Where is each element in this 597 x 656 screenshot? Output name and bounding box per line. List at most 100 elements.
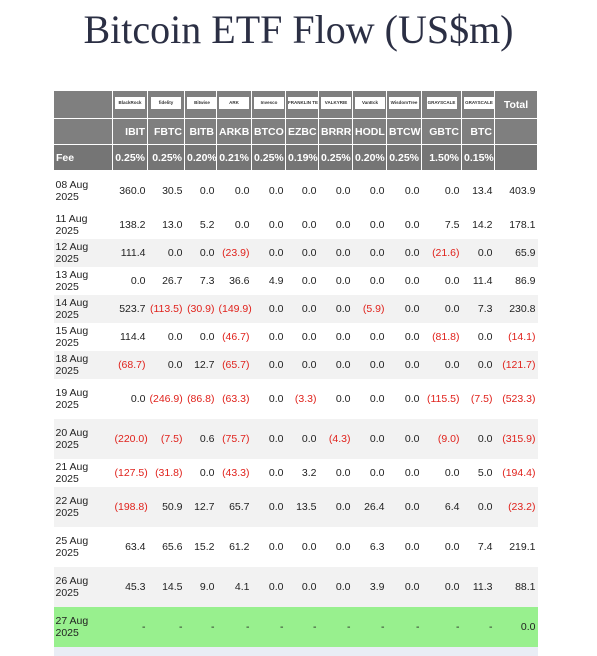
flow-cell: 0.0: [386, 351, 422, 379]
flow-cell: (121.7): [494, 351, 538, 379]
flow-cell: 0.0: [461, 351, 495, 379]
flow-cell: (86.8): [187, 393, 215, 405]
flow-cell: 0.0: [335, 275, 351, 287]
flow-cell: 0.0: [268, 219, 284, 231]
flow-cell: 0.0: [130, 275, 146, 287]
flow-cell: 7.5: [444, 219, 460, 231]
empty-cell: [53, 118, 113, 145]
flow-cell: (315.9): [494, 419, 538, 459]
flow-cell: -: [112, 607, 148, 647]
fee-cell: 0.25%: [251, 144, 286, 171]
flow-cell: 523.7: [112, 295, 148, 323]
flow-cell: 0.0: [268, 541, 284, 553]
issuer-logo: fidelity: [151, 97, 181, 109]
flow-cell: (523.3): [502, 393, 536, 405]
flow-cell: (198.8): [112, 487, 148, 527]
flow-cell: 4.9: [268, 275, 284, 287]
flow-cell: 0.0: [184, 239, 217, 267]
flow-cell: 0.0: [352, 351, 387, 379]
flow-cell: (7.5): [147, 419, 185, 459]
flow-cell: -: [352, 607, 387, 647]
fee-cell: 0.25%: [386, 144, 422, 171]
flow-cell: 65.7: [216, 487, 252, 527]
data-row: 18 Aug 2025 (68.7) 0.0 12.7 (65.7) 0.0 0.0 0.0 0…: [53, 351, 538, 379]
flow-cell: 13.4: [472, 185, 493, 197]
flow-cell: 0.0: [251, 351, 286, 379]
logo-row: BlackRock fidelity Bitwise ARK Invesco FRANKL…: [53, 90, 538, 119]
flow-cell: 0.0: [301, 219, 317, 231]
flow-cell: (149.9): [216, 295, 252, 323]
flow-cell: 0.0: [301, 185, 317, 197]
issuer-logo: WisdomTree: [389, 97, 419, 109]
ticker-cell: FBTC: [147, 118, 185, 145]
flow-cell: -: [147, 607, 185, 647]
flow-cell: 0.0: [421, 567, 462, 607]
ticker-cell: BTCO: [251, 118, 286, 145]
flow-cell: (9.0): [421, 419, 462, 459]
flow-cell: 178.1: [509, 219, 536, 231]
flow-cell: 0.0: [352, 419, 387, 459]
date-cell: 25 Aug 2025: [55, 535, 89, 559]
date-cell: 18 Aug 2025: [53, 351, 113, 379]
flow-cell: 54,084: [494, 647, 538, 656]
flow-cell: 0.0: [369, 185, 385, 197]
flow-cell: 12.7: [184, 351, 217, 379]
flow-cell: 0.0: [369, 393, 385, 405]
flow-cell: 0.0: [444, 185, 460, 197]
fee-cell: 0.15%: [461, 144, 495, 171]
date-cell: 20 Aug 2025: [53, 419, 113, 459]
flow-cell: 14.2: [472, 219, 493, 231]
issuer-logo: VanEck: [355, 97, 385, 109]
flow-cell: 26.4: [352, 487, 387, 527]
flow-cell: 0.0: [369, 275, 385, 287]
empty-cell: [494, 144, 538, 171]
data-row: 21 Aug 2025 (127.5) (31.8) 0.0 (43.3) 0.0 3.2 0…: [54, 459, 538, 487]
issuer-logo: Invesco: [254, 97, 284, 109]
logo-cell: fidelity: [147, 90, 185, 119]
flow-cell: 45.3: [112, 567, 148, 607]
flow-cell: 0.0: [421, 351, 462, 379]
logo-cell: GRAYSCALE: [461, 90, 495, 119]
issuer-logo: Bitwise: [187, 97, 216, 109]
flow-cell: (127.5): [114, 467, 148, 479]
data-row: 22 Aug 2025 (198.8) 50.9 12.7 65.7 0.0 13.5 0.0…: [53, 487, 538, 527]
flow-cell: 0.0: [268, 331, 284, 343]
flow-cell: (246.9): [149, 393, 183, 405]
logo-cell: Invesco: [251, 90, 286, 119]
fee-cell: 0.25%: [112, 144, 148, 171]
date-cell: 14 Aug 2025: [53, 295, 113, 323]
flow-cell: 230.8: [494, 295, 538, 323]
fee-label: Fee: [53, 144, 113, 171]
flow-cell: 111.4: [112, 239, 148, 267]
flow-cell: 12.7: [184, 487, 217, 527]
flow-cell: 0.0: [199, 467, 215, 479]
flow-cell: 50.9: [147, 487, 185, 527]
flow-cell: 11,808: [147, 647, 185, 656]
fee-cell: 0.20%: [184, 144, 217, 171]
flow-cell: (23,922): [421, 647, 462, 656]
flow-cell: (81.8): [432, 331, 460, 343]
flow-cell: 58,167: [112, 647, 148, 656]
date-cell: 15 Aug 2025: [55, 325, 89, 349]
ticker-cell: BTC: [461, 118, 495, 145]
flow-cell: 0.0: [268, 185, 284, 197]
flow-cell: 0.0: [444, 275, 460, 287]
flow-cell: (75.7): [216, 419, 252, 459]
ticker-cell: EZBC: [285, 118, 319, 145]
issuer-logo: GRAYSCALE: [464, 97, 494, 109]
flow-cell: 0.0: [251, 567, 286, 607]
flow-cell: (23.2): [494, 487, 538, 527]
flow-cell: 0.0: [285, 419, 319, 459]
flow-cell: 13.5: [285, 487, 319, 527]
flow-cell: 40: [386, 647, 422, 656]
flow-cell: 5.2: [199, 219, 215, 231]
flow-cell: 1,200: [352, 647, 387, 656]
flow-cell: 311: [318, 647, 353, 656]
flow-cell: (5.9): [352, 295, 387, 323]
flow-cell: 0.0: [386, 419, 422, 459]
logo-cell: ARK: [216, 90, 252, 119]
flow-cell: 127: [251, 647, 286, 656]
fee-row: Fee 0.25% 0.25% 0.20% 0.21% 0.25% 0.19% 0.25% 0.…: [53, 144, 538, 171]
flow-cell: -: [251, 607, 286, 647]
logo-cell: BlackRock: [112, 90, 148, 119]
